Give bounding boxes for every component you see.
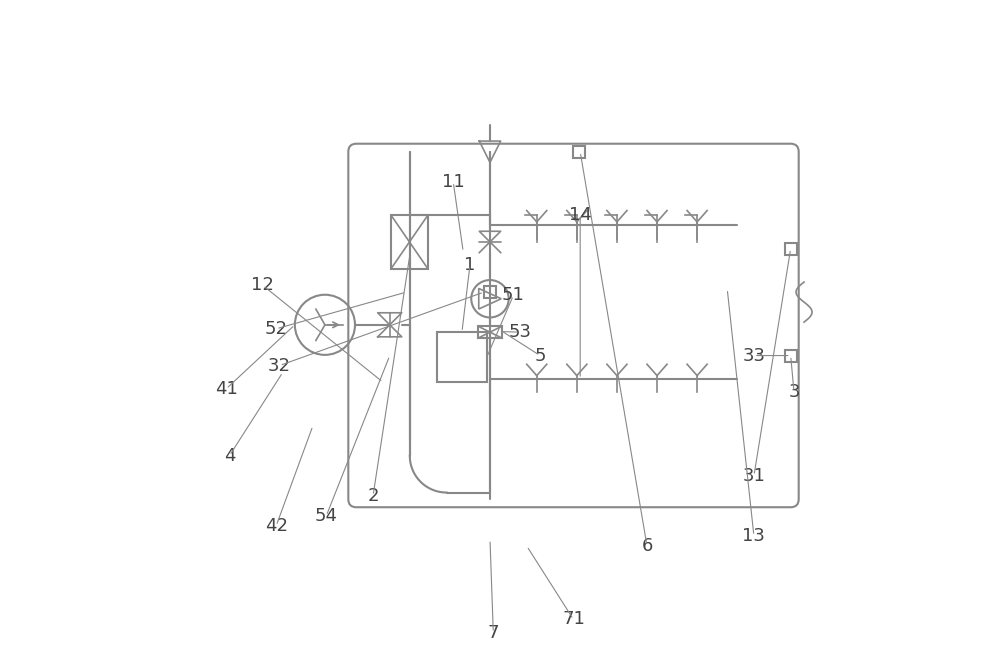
Text: 52: 52	[265, 320, 288, 338]
Text: 31: 31	[742, 467, 765, 485]
Text: 51: 51	[502, 287, 525, 305]
Text: 13: 13	[742, 527, 765, 545]
Text: 14: 14	[569, 206, 592, 224]
Text: 54: 54	[315, 507, 338, 525]
Text: 3: 3	[788, 383, 800, 401]
Text: 71: 71	[562, 611, 585, 629]
Text: 41: 41	[215, 380, 237, 398]
Text: 4: 4	[224, 447, 235, 465]
Bar	[785, 243, 797, 255]
Bar	[785, 350, 797, 362]
Text: 1: 1	[464, 256, 476, 274]
Bar	[478, 326, 502, 338]
Text: 33: 33	[742, 346, 765, 364]
Text: 11: 11	[442, 173, 465, 191]
Text: 6: 6	[641, 537, 653, 555]
Text: 5: 5	[534, 346, 546, 364]
Text: 7: 7	[488, 624, 499, 642]
Bar	[437, 332, 487, 382]
Text: 32: 32	[268, 356, 291, 374]
Text: 12: 12	[251, 276, 274, 295]
Text: 42: 42	[265, 517, 288, 535]
Text: 53: 53	[509, 323, 532, 341]
Bar	[573, 146, 585, 158]
Bar	[484, 286, 496, 298]
Text: 2: 2	[367, 487, 379, 505]
Bar	[391, 215, 428, 268]
